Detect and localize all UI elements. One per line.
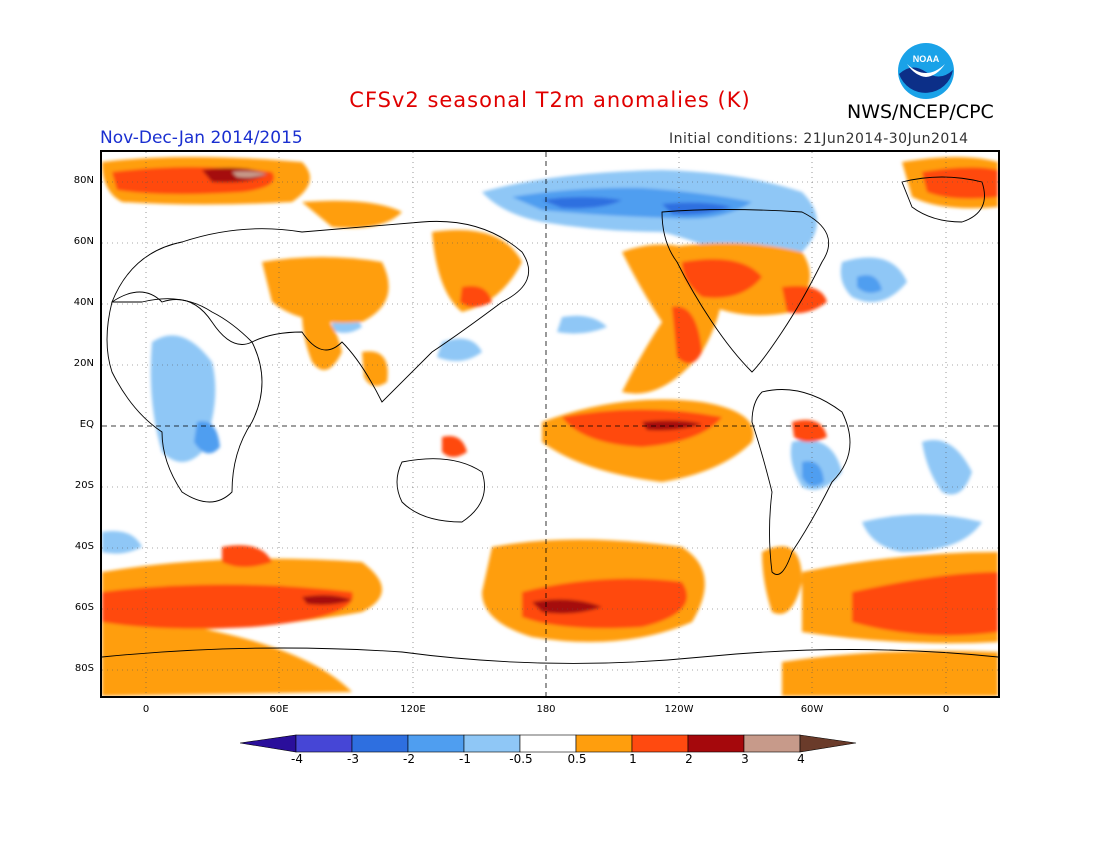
legend-swatch-min bbox=[239, 734, 297, 753]
color-legend bbox=[239, 734, 862, 758]
legend-swatch bbox=[743, 734, 801, 753]
legend-swatch bbox=[295, 734, 353, 753]
legend-swatch bbox=[687, 734, 745, 753]
legend-swatch bbox=[519, 734, 577, 753]
lat-label: 80N bbox=[73, 175, 94, 186]
legend-swatch bbox=[407, 734, 465, 753]
map-grid bbox=[102, 152, 998, 696]
legend-label: -3 bbox=[347, 752, 359, 766]
legend-label: 3 bbox=[741, 752, 749, 766]
legend-label: -0.5 bbox=[509, 752, 533, 766]
lon-label: 60E bbox=[269, 704, 289, 715]
lat-label: 40S bbox=[74, 541, 94, 552]
lat-label: 80S bbox=[74, 663, 94, 674]
lon-label: 60W bbox=[800, 704, 824, 715]
chart-title: CFSv2 seasonal T2m anomalies (K) bbox=[349, 88, 751, 112]
legend-swatch bbox=[631, 734, 689, 753]
coastlines bbox=[102, 176, 998, 664]
legend-label: 1 bbox=[629, 752, 637, 766]
lat-label: 20S bbox=[74, 480, 94, 491]
season-label: Nov-Dec-Jan 2014/2015 bbox=[100, 128, 303, 148]
reference-lines bbox=[102, 152, 998, 696]
legend-swatch bbox=[575, 734, 633, 753]
legend-label: -4 bbox=[291, 752, 303, 766]
legend-label: 0.5 bbox=[567, 752, 587, 766]
legend-label: 4 bbox=[797, 752, 805, 766]
lat-label: EQ bbox=[79, 419, 94, 430]
lat-label: 40N bbox=[73, 297, 94, 308]
anomaly-fields bbox=[102, 157, 998, 696]
legend-label: -1 bbox=[459, 752, 471, 766]
lon-label: 0 bbox=[142, 704, 150, 715]
anomaly-map bbox=[100, 150, 1000, 698]
noaa-logo: NOAA bbox=[897, 42, 955, 100]
lat-label: 60S bbox=[74, 602, 94, 613]
lon-label: 180 bbox=[536, 704, 556, 715]
legend-label: -2 bbox=[403, 752, 415, 766]
initial-conditions-label: Initial conditions: 21Jun2014-30Jun2014 bbox=[669, 131, 969, 147]
legend-swatch-max bbox=[799, 734, 857, 753]
legend-swatch bbox=[351, 734, 409, 753]
lon-label: 0 bbox=[942, 704, 950, 715]
legend-swatch bbox=[463, 734, 521, 753]
lat-label: 20N bbox=[73, 358, 94, 369]
svg-text:NOAA: NOAA bbox=[913, 54, 940, 64]
agency-label: NWS/NCEP/CPC bbox=[847, 101, 994, 123]
lon-label: 120E bbox=[400, 704, 426, 715]
lon-label: 120W bbox=[664, 704, 694, 715]
legend-label: 2 bbox=[685, 752, 693, 766]
lat-label: 60N bbox=[73, 236, 94, 247]
